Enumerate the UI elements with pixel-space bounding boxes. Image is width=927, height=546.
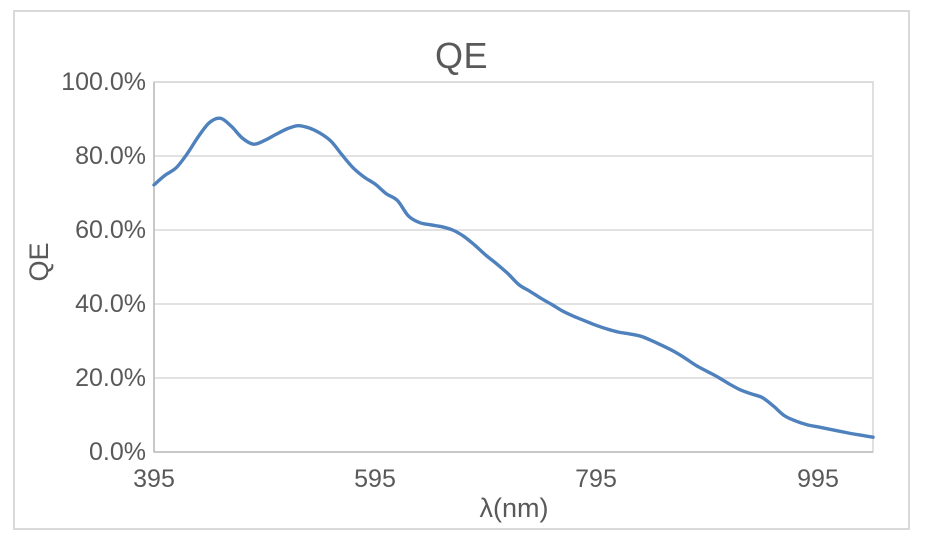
y-tick-label: 20.0% (75, 364, 146, 392)
y-tick-label: 60.0% (75, 216, 146, 244)
x-tick-label: 395 (133, 465, 175, 493)
y-tick-label: 40.0% (75, 290, 146, 318)
y-tick-label: 80.0% (75, 142, 146, 170)
qe-line-series (152, 116, 875, 439)
y-tick-label: 100.0% (61, 68, 146, 96)
x-tick-label: 595 (354, 465, 396, 493)
y-tick-label: 0.0% (89, 438, 146, 466)
x-axis-title: λ(nm) (479, 493, 549, 523)
x-tick-label: 995 (797, 465, 839, 493)
chart-frame: QE 0.0% 20.0% 40.0% 60.0% 80.0% 100.0% 395 595… (13, 10, 910, 530)
x-tick-label: 795 (575, 465, 617, 493)
plot-area (152, 81, 875, 453)
y-axis-title: QE (24, 242, 54, 282)
plot-border (153, 81, 874, 453)
chart-title: QE (434, 35, 488, 76)
